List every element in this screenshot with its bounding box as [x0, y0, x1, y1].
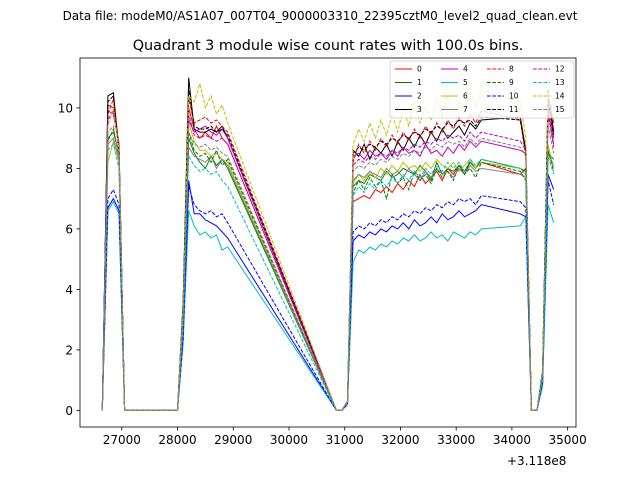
y-tick-label: 10 — [58, 101, 73, 115]
x-tick-label: 29000 — [214, 433, 252, 447]
legend-label-6: 6 — [463, 92, 468, 101]
x-tick-label: 32000 — [381, 433, 419, 447]
legend-label-0: 0 — [417, 65, 422, 74]
series-line-12 — [101, 109, 555, 411]
series-layer — [101, 77, 555, 411]
legend-label-1: 1 — [417, 78, 422, 87]
x-tick-label: 27000 — [103, 433, 141, 447]
legend-label-10: 10 — [509, 92, 519, 101]
x-tick-label: 34000 — [493, 433, 531, 447]
legend-label-8: 8 — [509, 65, 514, 74]
legend-box — [389, 60, 575, 119]
y-tick-label: 4 — [65, 283, 73, 297]
legend-label-4: 4 — [463, 65, 468, 74]
axes-layer: 27000 28000 29000 30000 31000 32000 33000 34000… — [58, 57, 587, 447]
y-tick-label: 2 — [65, 343, 73, 357]
legend-label-14: 14 — [555, 92, 565, 101]
chart-title: Quadrant 3 module wise count rates with … — [133, 38, 524, 54]
axes-frame — [79, 57, 577, 428]
series-line-9 — [101, 127, 555, 411]
series-line-11 — [101, 89, 555, 411]
y-tick-label: 0 — [65, 404, 73, 418]
series-line-2 — [101, 174, 555, 411]
legend-label-11: 11 — [509, 105, 519, 114]
series-line-5 — [101, 200, 555, 411]
series-line-4 — [101, 110, 555, 411]
y-tick-label: 6 — [65, 222, 73, 236]
x-tick-label: 28000 — [158, 433, 196, 447]
series-line-13 — [101, 143, 555, 411]
series-line-15 — [101, 125, 555, 411]
legend-label-2: 2 — [417, 92, 422, 101]
series-line-7 — [101, 137, 555, 411]
legend-label-3: 3 — [417, 105, 422, 114]
series-line-6 — [101, 122, 555, 411]
legend-label-12: 12 — [555, 65, 565, 74]
y-tick-label: 8 — [65, 162, 73, 176]
legend-label-5: 5 — [463, 78, 468, 87]
x-tick-label: 30000 — [270, 433, 308, 447]
legend-label-13: 13 — [555, 78, 565, 87]
x-tick-label: 33000 — [437, 433, 475, 447]
legend-label-15: 15 — [555, 105, 565, 114]
x-offset-label: +3.118e8 — [507, 454, 566, 468]
x-tick-label: 35000 — [549, 433, 587, 447]
suptitle: Data file: modeM0/AS1A07_007T04_90000033… — [63, 9, 578, 23]
x-tick-label: 31000 — [326, 433, 364, 447]
legend-label-9: 9 — [509, 78, 514, 87]
legend-label-7: 7 — [463, 105, 468, 114]
